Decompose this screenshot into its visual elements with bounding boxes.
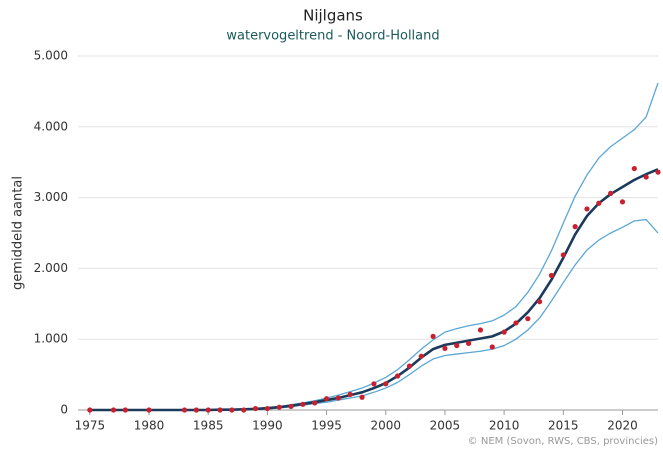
x-tick-label: 2010 bbox=[489, 419, 520, 433]
x-tick-label: 1995 bbox=[311, 419, 342, 433]
observation bbox=[252, 405, 259, 412]
observation bbox=[513, 320, 519, 326]
observation bbox=[146, 407, 152, 413]
x-tick-label: 1980 bbox=[134, 419, 165, 433]
observation bbox=[264, 405, 270, 412]
observation bbox=[537, 299, 543, 305]
observation bbox=[619, 199, 626, 205]
observation bbox=[181, 407, 188, 413]
observation bbox=[489, 344, 495, 350]
x-tick-label: 2005 bbox=[430, 419, 461, 433]
x-tick-label: 1975 bbox=[75, 419, 106, 433]
observation bbox=[406, 363, 413, 369]
observation bbox=[276, 404, 282, 410]
observation bbox=[300, 401, 306, 407]
observation bbox=[655, 169, 661, 175]
x-tick-label: 2015 bbox=[548, 419, 579, 433]
credit: © NEM (Sovon, RWS, CBS, provincies) bbox=[468, 436, 658, 447]
observation bbox=[335, 395, 342, 401]
observation bbox=[608, 190, 614, 196]
observation bbox=[501, 329, 507, 335]
y-tick-label: 1.000 bbox=[34, 332, 68, 346]
y-tick-label: 0 bbox=[60, 403, 68, 417]
y-tick-label: 4.000 bbox=[34, 119, 68, 133]
observation bbox=[430, 333, 436, 339]
x-tick-label: 2020 bbox=[607, 419, 638, 433]
observation bbox=[122, 407, 128, 413]
observation bbox=[359, 394, 365, 400]
chart-subtitle: watervogeltrend - Noord-Holland bbox=[226, 29, 439, 44]
observation bbox=[323, 396, 330, 402]
observation bbox=[288, 403, 294, 410]
observation bbox=[217, 407, 223, 413]
observation bbox=[643, 174, 649, 180]
observation bbox=[584, 206, 590, 212]
observation bbox=[383, 381, 389, 387]
observation bbox=[312, 400, 318, 406]
observation bbox=[442, 345, 448, 352]
x-tick-label: 2000 bbox=[370, 419, 401, 433]
observation bbox=[477, 327, 484, 333]
observation bbox=[466, 340, 472, 347]
x-tick-label: 1990 bbox=[252, 419, 283, 433]
observation bbox=[241, 407, 247, 413]
observation bbox=[87, 407, 93, 413]
observation bbox=[572, 224, 578, 230]
observation bbox=[525, 316, 531, 322]
observation bbox=[560, 252, 566, 258]
observation bbox=[193, 407, 199, 413]
y-tick-label: 5.000 bbox=[34, 49, 68, 63]
observation bbox=[394, 373, 401, 379]
observation bbox=[347, 391, 353, 398]
trend-line bbox=[89, 168, 659, 412]
trend-line bbox=[89, 82, 659, 411]
observation bbox=[205, 407, 211, 413]
y-tick-label: 3.000 bbox=[34, 190, 68, 204]
chart-title: Nijlgans bbox=[303, 7, 363, 25]
observation bbox=[631, 165, 637, 172]
observation bbox=[110, 407, 117, 413]
observation bbox=[454, 342, 460, 349]
observation bbox=[596, 200, 602, 206]
observation bbox=[548, 272, 555, 279]
y-axis-label: gemiddeld aantal bbox=[11, 176, 26, 290]
y-tick-label: 2.000 bbox=[34, 261, 68, 275]
observation bbox=[418, 353, 424, 359]
x-tick-label: 1985 bbox=[193, 419, 224, 433]
observation bbox=[229, 407, 235, 413]
observation bbox=[371, 381, 377, 387]
